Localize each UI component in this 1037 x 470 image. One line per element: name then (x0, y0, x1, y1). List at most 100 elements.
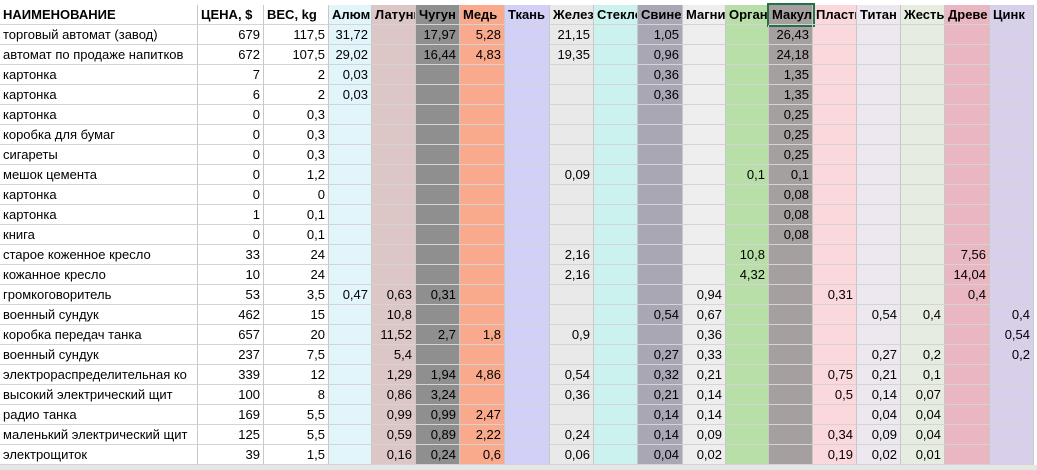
table-cell: картонка (0, 205, 198, 225)
table-cell (683, 85, 726, 105)
table-cell (460, 145, 505, 165)
table-cell: 0,1 (901, 365, 945, 385)
table-cell (990, 285, 1034, 305)
table-cell (416, 185, 460, 205)
table-cell (550, 105, 594, 125)
table-cell (460, 345, 505, 365)
table-cell: 7 (198, 65, 264, 85)
table-cell: 2,22 (460, 425, 505, 445)
table-cell: 1,94 (416, 365, 460, 385)
table-cell: 0,02 (683, 445, 726, 465)
table-cell (329, 185, 372, 205)
table-cell (372, 265, 416, 285)
table-cell (505, 45, 550, 65)
table-cell: 31,72 (329, 25, 372, 45)
header-cell: Свинец (638, 5, 683, 25)
column-fill (726, 5, 769, 465)
table-cell (726, 445, 769, 465)
table-cell: 0 (198, 165, 264, 185)
table-cell: коробка для бумаг (0, 125, 198, 145)
table-cell: 10,8 (372, 305, 416, 325)
table-cell (505, 385, 550, 405)
table-cell: 1 (198, 205, 264, 225)
table-cell (683, 105, 726, 125)
table-cell (594, 385, 638, 405)
table-cell (726, 305, 769, 325)
table-cell: 10,8 (726, 245, 769, 265)
table-cell: 0,3 (264, 105, 329, 125)
column-fill (416, 5, 460, 465)
table-cell: 2 (264, 85, 329, 105)
table-cell (594, 445, 638, 465)
table-cell: 0,1 (726, 165, 769, 185)
table-cell: 0,25 (769, 145, 813, 165)
table-cell: 0,4 (990, 305, 1034, 325)
table-cell (638, 105, 683, 125)
table-cell: 17,97 (416, 25, 460, 45)
table-cell (416, 225, 460, 245)
table-cell (505, 145, 550, 165)
table-cell (901, 205, 945, 225)
table-cell: 5,5 (264, 425, 329, 445)
table-cell: 1,29 (372, 365, 416, 385)
table-cell (638, 185, 683, 205)
table-cell (594, 225, 638, 245)
table-cell: 0,1 (769, 165, 813, 185)
table-cell (329, 425, 372, 445)
table-cell (857, 45, 901, 65)
table-cell: 0,99 (416, 405, 460, 425)
table-cell (638, 225, 683, 245)
table-cell (505, 345, 550, 365)
table-cell (990, 145, 1034, 165)
table-cell (460, 245, 505, 265)
table-cell (945, 45, 990, 65)
column-fill (550, 5, 594, 465)
header-cell: Латунь (372, 5, 416, 25)
table-cell: 12 (264, 365, 329, 385)
table-cell: электрораспределительная ко (0, 365, 198, 385)
table-cell: 0,36 (550, 385, 594, 405)
table-cell (416, 305, 460, 325)
table-cell (550, 345, 594, 365)
table-cell: 0,2 (990, 345, 1034, 365)
table-cell: 0,99 (372, 405, 416, 425)
table-cell (726, 405, 769, 425)
table-cell (945, 365, 990, 385)
table-cell (594, 245, 638, 265)
table-cell (945, 225, 990, 245)
table-cell (594, 165, 638, 185)
table-cell (990, 245, 1034, 265)
table-cell (990, 365, 1034, 385)
table-cell (726, 125, 769, 145)
table-cell (945, 345, 990, 365)
table-cell: 0,96 (638, 45, 683, 65)
table-cell: 0,3 (264, 125, 329, 145)
header-cell: Макул (767, 3, 815, 27)
table-cell (813, 265, 857, 285)
table-cell (901, 85, 945, 105)
table-cell (329, 225, 372, 245)
table-cell: 0,09 (550, 165, 594, 185)
table-cell: 1,35 (769, 65, 813, 85)
table-cell: 3,5 (264, 285, 329, 305)
column-fill (638, 5, 683, 465)
table-cell (329, 265, 372, 285)
table-cell: 0,08 (769, 205, 813, 225)
table-cell: сигареты (0, 145, 198, 165)
table-cell: 26,43 (769, 25, 813, 45)
table-cell (813, 105, 857, 125)
table-cell: маленький электрический щит (0, 425, 198, 445)
table-cell (813, 145, 857, 165)
table-cell: 0,31 (813, 285, 857, 305)
table-cell (990, 125, 1034, 145)
table-cell: 0,54 (550, 365, 594, 385)
table-cell (460, 125, 505, 145)
table-cell: 0 (264, 185, 329, 205)
table-cell: 0,27 (857, 345, 901, 365)
table-cell (990, 205, 1034, 225)
table-cell: 0 (198, 105, 264, 125)
table-cell: 1,05 (638, 25, 683, 45)
table-cell (594, 125, 638, 145)
table-cell (329, 445, 372, 465)
table-cell: 0,24 (550, 425, 594, 445)
